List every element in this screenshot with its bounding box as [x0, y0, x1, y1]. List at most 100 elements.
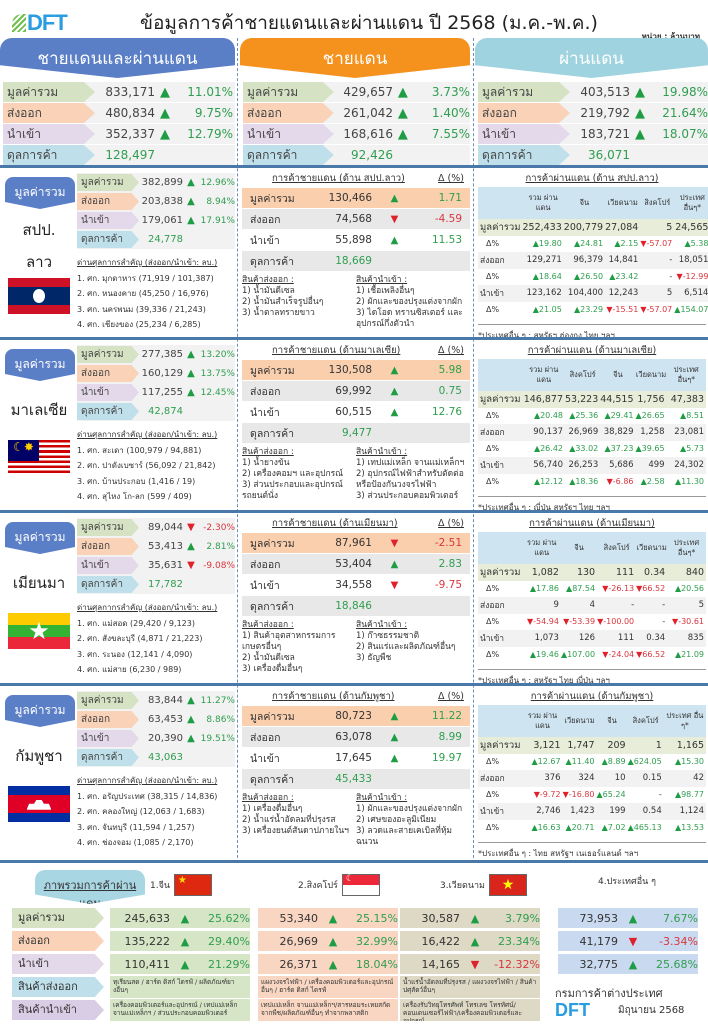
delta-cell: ▲465.13 — [628, 820, 664, 837]
banner-1: ชายแดน — [240, 38, 470, 78]
triangle-up-icon: ▲ — [160, 84, 170, 100]
border-title: การค้าชายแดน (ด้านมาเลเซีย) — [272, 345, 401, 356]
delta-value: -54.94 — [533, 617, 559, 627]
delta-value: 7.02 — [607, 823, 626, 833]
cell: - — [636, 597, 668, 614]
delta-value: 2.58 — [646, 477, 665, 487]
table-row: Δ% ▼-54.94 ▼-53.39 ▼-100.00- ▼-30.61 — [478, 614, 706, 631]
column-header: สิงคโปร์ — [627, 705, 664, 737]
country-name: เมียนมา — [12, 574, 66, 592]
delta-value: 33.02 — [575, 444, 599, 454]
triangle-up-icon: ▲ — [674, 477, 682, 487]
table-row: Δ% ▲12.12 ▲18.36 ▼-6.86 ▲2.58 ▲11.30 — [478, 474, 706, 491]
row-label: ส่งออก — [250, 558, 281, 571]
import-item: 1) ก๊าซธรรมชาติ — [356, 631, 420, 641]
export-goods: สินค้าส่งออก :1) เครื่องดื่มอื่นๆ 2) น้ำแ… — [242, 793, 356, 848]
row-value: 20,390 — [148, 733, 183, 744]
triangle-down-icon: ▼ — [390, 213, 399, 225]
row-label: Δ% — [486, 272, 500, 282]
total-row: ส่งออก 160,129 ▲ 13.75% — [77, 364, 235, 383]
export-item: 1) เครื่องดื่มอื่นๆ — [242, 804, 303, 814]
total-row: ส่งออก 63,453 ▲ 8.86% — [77, 710, 235, 729]
row-value: 219,792 — [580, 106, 630, 120]
checkpoints-title: ด่านศุลกากรสำคัญ (ส่งออก/นำเข้า: ลบ.) — [77, 258, 218, 267]
triangle-up-icon: ▲ — [529, 650, 537, 660]
row-label: Δ% — [486, 411, 500, 421]
triangle-up-icon: ▲ — [180, 957, 190, 971]
checkpoints: ด่านศุลกากรสำคัญ (ส่งออก/นำเข้า: ลบ.) 1. … — [77, 773, 237, 851]
row-percent: 0.75 — [438, 385, 462, 397]
overview-exports: น้ำแร่น้ำอัดลมที่ปรุงรส / แผงวงจรไฟฟ้า /… — [400, 976, 540, 998]
delta-cell: ▼-53.39 — [561, 614, 597, 631]
triangle-up-icon: ▲ — [397, 84, 408, 100]
row-percent: 2.81% — [206, 541, 235, 552]
triangle-up-icon: ▲ — [680, 411, 687, 421]
cell-percent: 3.79% — [505, 911, 540, 925]
border-row: ดุลการค้า 18,669 — [242, 251, 470, 271]
cell: 129,271 — [522, 252, 564, 269]
flag-myanmar: ★ — [8, 613, 70, 649]
header-row: รวม ผ่านแดน จีน สิงคโปร์ เวียดนาม ประเทศ อื่… — [478, 532, 706, 564]
row-label: Δ% — [486, 239, 500, 249]
triangle-up-icon: ▲ — [390, 752, 399, 764]
row-percent: 9.75% — [194, 106, 233, 120]
row-label: ดุลการค้า — [77, 749, 139, 766]
column-header: เวียดนาม — [635, 359, 667, 391]
border-trade: การค้าชายแดน (ด้าน สปป.ลาว) Δ (%) มูลค่ารว… — [242, 171, 470, 330]
delta-value: 21.05 — [538, 305, 562, 315]
border-row: ดุลการค้า 9,477 — [242, 423, 470, 443]
value-badge: มูลค่ารวม — [5, 349, 75, 381]
delta-value: 11.40 — [571, 757, 595, 767]
overview-cell: 32,775 ▲ 25.68% — [558, 954, 698, 974]
triangle-up-icon: ▲ — [601, 823, 608, 833]
row-label: นำเข้า — [478, 630, 523, 647]
import-goods: สินค้านำเข้า :1) ผักและของปรุงแต่งจากผัก… — [356, 793, 470, 848]
triangle-up-icon: ▲ — [574, 272, 581, 282]
delta-cell: ▲26.42 — [522, 441, 565, 458]
delta-cell: ▲20.56 — [667, 581, 706, 598]
triangle-up-icon: ▲ — [180, 934, 190, 948]
row-label: นำเข้า — [77, 384, 139, 401]
total-row: ดุลการค้า 43,063 — [77, 748, 235, 767]
checkpoints-title: ด่านศุลกากรสำคัญ (ส่งออก/นำเข้า: ลบ.) — [77, 603, 218, 612]
export-item: 3) เครื่องยนต์สันดาปภายในฯ — [242, 826, 349, 836]
country-name: สปป. — [22, 221, 56, 239]
export-goods: สินค้าส่งออก :1) สินค้าอุตสาหกรรมการเกษต… — [242, 620, 356, 675]
delta-value: -16.80 — [568, 790, 595, 800]
delta-cell: - — [636, 614, 667, 631]
cell: 146,877 — [522, 391, 565, 408]
delta-cell: ▲19.80 — [522, 236, 563, 253]
row-percent: 12.76 — [431, 406, 462, 418]
overview-cell: 245,633 ▲ 25.62% — [110, 908, 250, 928]
triangle-up-icon: ▲ — [390, 385, 399, 397]
triangle-down-icon: ▼ — [640, 239, 647, 249]
section-divider — [0, 860, 708, 863]
triangle-up-icon: ▲ — [596, 790, 603, 800]
delta-cell: ▲12.12 — [522, 474, 565, 491]
summary-panel: มูลค่ารวม 429,657 ▲ 3.73% ส่งออก 261,042 ▲ 1.40… — [243, 82, 470, 166]
row-value: 42,874 — [148, 406, 183, 417]
total-row: ดุลการค้า 42,874 — [77, 402, 235, 421]
border-title: การค้าชายแดน (ด้านกัมพูชา) — [272, 691, 395, 702]
overview-row-label: สินค้านำเข้า — [12, 1000, 104, 1020]
delta-cell: ▼-15.51 — [605, 302, 640, 319]
row-label: มูลค่ารวม — [243, 82, 334, 102]
column-header: ประเทศ อื่นๆ* — [667, 532, 706, 564]
row-percent: 12.79% — [187, 127, 233, 141]
row-label: ส่งออก — [250, 213, 281, 226]
total-row: มูลค่ารวม 382,899 ▲ 12.96% — [77, 173, 235, 192]
table-row: นำเข้า 2,746 1,423 199 0.54 1,124 — [478, 803, 706, 820]
delta-value: 8.51 — [686, 411, 704, 421]
delta-cell: ▲11.40 — [563, 754, 597, 771]
triangle-up-icon: ▲ — [569, 411, 576, 421]
row-label: Δ% — [486, 617, 500, 627]
overview-row-label: สินค้าส่งออก — [12, 977, 104, 997]
total-row: ดุลการค้า 24,778 — [77, 230, 235, 249]
delta-cell: ▼-24.04 — [597, 647, 636, 664]
row-label: ดุลการค้า — [77, 231, 139, 248]
row-value: 203,838 — [141, 196, 183, 207]
triangle-up-icon: ▲ — [187, 349, 195, 360]
country-name: 4.ประเทศอื่น ๆ — [598, 877, 656, 887]
row-percent: 12.96% — [200, 177, 235, 188]
delta-value: 12.67 — [537, 757, 561, 767]
